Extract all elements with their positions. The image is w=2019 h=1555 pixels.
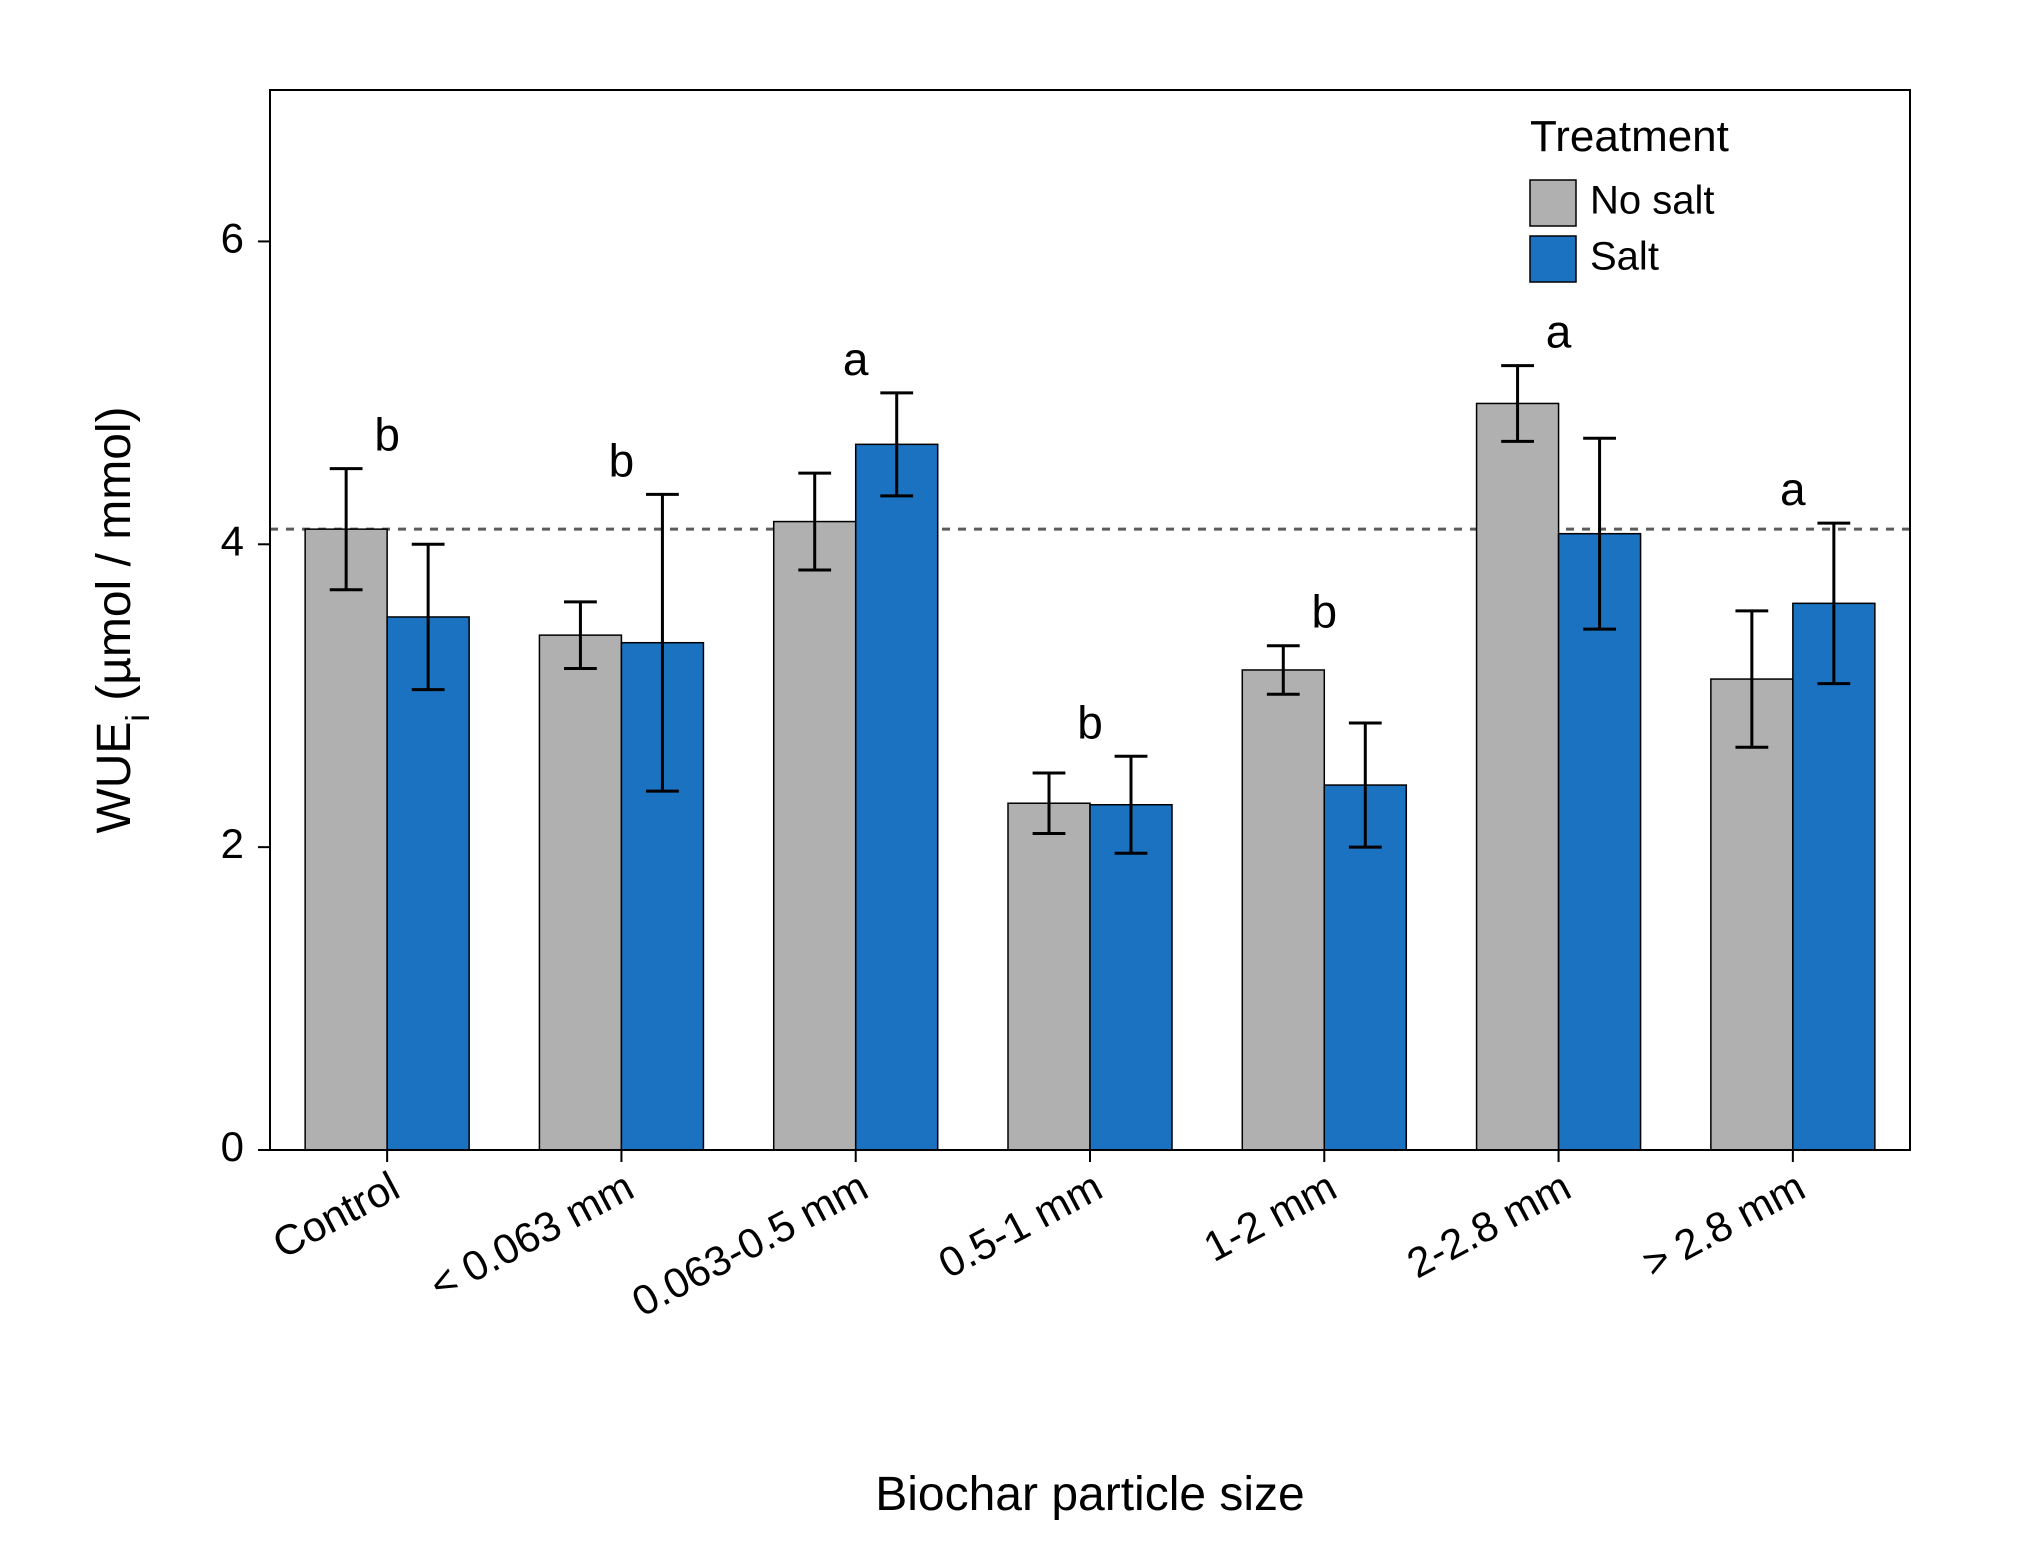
bar-nosalt xyxy=(305,529,387,1150)
chart-container: bbabbaa0246WUEi (µmol / mmol)Control< 0.… xyxy=(0,0,2019,1555)
significance-letter: b xyxy=(374,409,400,461)
legend-swatch xyxy=(1530,236,1576,282)
bar-nosalt xyxy=(1711,679,1793,1150)
significance-letter: b xyxy=(609,434,635,486)
bar-chart: bbabbaa0246WUEi (µmol / mmol)Control< 0.… xyxy=(0,0,2019,1550)
bar-nosalt xyxy=(1242,670,1324,1150)
bar-salt xyxy=(856,444,938,1150)
bar-nosalt xyxy=(1477,403,1559,1150)
bar-salt xyxy=(1793,603,1875,1150)
bar-salt xyxy=(1090,805,1172,1150)
y-tick-label: 6 xyxy=(221,215,244,262)
significance-letter: a xyxy=(843,333,869,385)
bar-nosalt xyxy=(539,635,621,1150)
significance-letter: a xyxy=(1780,463,1806,515)
legend-swatch xyxy=(1530,180,1576,226)
legend-item-label: Salt xyxy=(1590,235,1659,279)
legend-title: Treatment xyxy=(1530,112,1729,161)
significance-letter: b xyxy=(1311,586,1337,638)
y-tick-label: 2 xyxy=(221,820,244,867)
x-axis-title: Biochar particle size xyxy=(875,1468,1305,1521)
significance-letter: b xyxy=(1077,696,1103,748)
bar-nosalt xyxy=(1008,803,1090,1150)
significance-letter: a xyxy=(1546,306,1572,358)
y-tick-label: 4 xyxy=(221,517,244,564)
legend-item-label: No salt xyxy=(1590,179,1715,223)
y-tick-label: 0 xyxy=(221,1123,244,1170)
bar-nosalt xyxy=(774,522,856,1150)
bar-salt xyxy=(387,617,469,1150)
